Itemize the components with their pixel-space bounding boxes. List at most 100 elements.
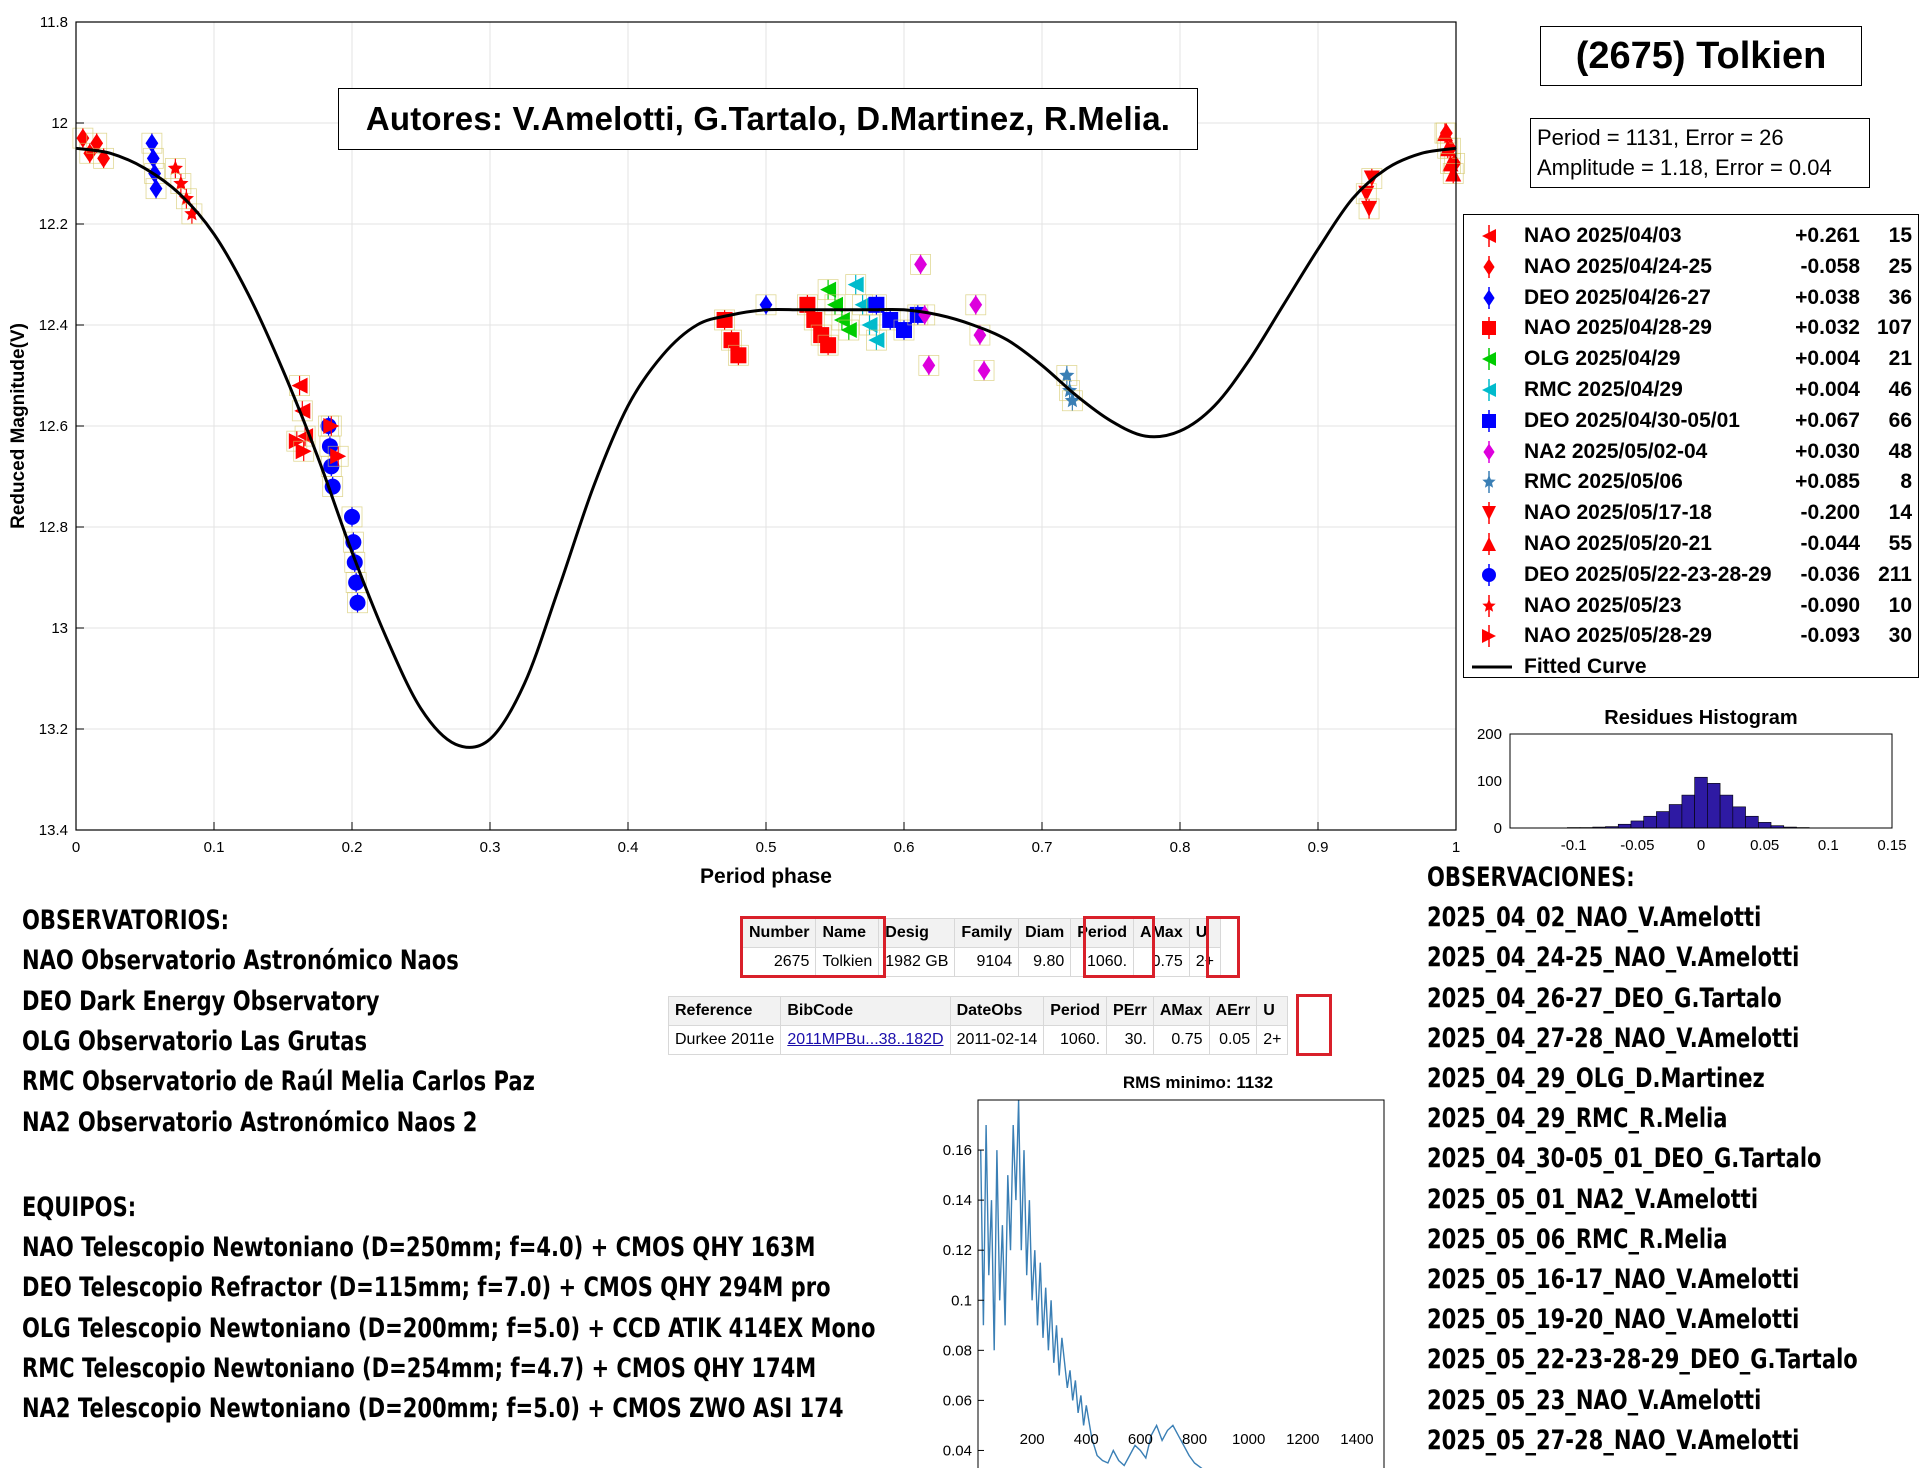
table-cell: Durkee 2011e — [667, 1025, 782, 1055]
histogram-bar — [1630, 820, 1644, 829]
data-point — [1064, 392, 1080, 408]
table-header-cell: DateObs — [949, 996, 1045, 1026]
observaciones-heading: OBSERVACIONES: — [1427, 862, 1635, 893]
table-cell: 2011MPBu...38..182D — [780, 1025, 951, 1055]
circle-icon — [1482, 563, 1496, 586]
table-cell: 0.75 — [1152, 1025, 1210, 1055]
x-tick-label: 0.9 — [1308, 839, 1329, 856]
observacion-item: 2025_05_22-23-28-29_DEO_G.Tartalo — [1427, 1344, 1858, 1376]
hist-y-tick-label: 0 — [1494, 820, 1502, 837]
rms-y-tick-label: 0.14 — [943, 1192, 972, 1209]
model-marker — [728, 344, 749, 366]
highlight-period — [1083, 916, 1155, 978]
data-point — [295, 443, 312, 460]
legend-marker — [1482, 229, 1496, 243]
table-header-cell: Desig — [878, 918, 956, 948]
model-marker — [817, 279, 839, 301]
star-icon — [1482, 471, 1496, 494]
hist-y-tick-label: 100 — [1477, 773, 1502, 790]
model-marker — [164, 158, 186, 179]
x-tick-label: 0.2 — [342, 839, 363, 856]
bibcode-link[interactable]: 2011MPBu...38..182D — [787, 1031, 944, 1048]
highlight-u — [1206, 916, 1240, 978]
data-point — [759, 295, 773, 315]
highlight-number-name — [740, 916, 886, 978]
equipo-item: NAO Telescopio Newtoniano (D=250mm; f=4.… — [22, 1232, 816, 1264]
table-header-cell: U — [1188, 918, 1221, 948]
observacion-item: 2025_04_02_NAO_V.Amelotti — [1427, 902, 1762, 934]
data-point — [146, 148, 160, 168]
line-icon — [1472, 665, 1512, 669]
data-point — [730, 347, 747, 364]
model-marker — [918, 354, 940, 376]
legend-marker — [1482, 321, 1496, 336]
rms-x-tick-label: 600 — [1128, 1431, 1153, 1448]
legend-label: NAO 2025/05/28-29 — [1524, 624, 1712, 648]
model-marker — [145, 178, 167, 200]
hist-y-tick-label: 200 — [1477, 726, 1502, 743]
rms-y-tick-label: 0.08 — [943, 1342, 972, 1359]
legend-offset: +0.032 — [1795, 316, 1860, 340]
rms-y-tick-label: 0.06 — [943, 1392, 972, 1409]
legend-item: NA2 2025/05/02-04 +0.030 48 — [1464, 437, 1918, 467]
data-point — [330, 448, 347, 465]
legend-label: NAO 2025/04/28-29 — [1524, 316, 1712, 340]
legend-marker — [1482, 383, 1496, 397]
legend-item: NAO 2025/05/17-18 -0.200 14 — [1464, 498, 1918, 528]
triangle-down-icon — [1482, 502, 1496, 525]
model-marker — [824, 294, 846, 316]
rms-y-tick-label: 0.12 — [943, 1242, 972, 1259]
histogram-bar — [1757, 822, 1772, 829]
data-point — [1361, 200, 1378, 217]
triangle-left-icon — [1482, 225, 1496, 247]
table-header-cell: U — [1256, 996, 1289, 1026]
observacion-item: 2025_05_23_NAO_V.Amelotti — [1427, 1384, 1762, 1416]
data-point — [173, 175, 189, 191]
observatorio-item: NAO Observatorio Astronómico Naos — [22, 945, 459, 977]
table-header-cell: BibCode — [780, 996, 951, 1026]
histogram-bar — [1681, 794, 1695, 829]
table-header-cell: PErr — [1106, 996, 1154, 1026]
model-marker — [755, 294, 777, 316]
data-point — [977, 360, 991, 381]
model-marker — [320, 415, 342, 437]
legend-count: 55 — [1888, 532, 1912, 555]
square-icon — [1482, 317, 1496, 340]
y-tick-label: 13.4 — [39, 822, 68, 839]
triangle-left-icon — [1482, 379, 1496, 401]
data-point — [861, 317, 878, 333]
legend-count: 48 — [1888, 439, 1912, 463]
data-point — [918, 305, 932, 325]
diamond-icon — [1483, 255, 1495, 278]
histogram-bar — [1656, 811, 1670, 829]
data-point — [840, 322, 857, 339]
histogram-bar — [1643, 815, 1657, 829]
legend-marker — [1482, 567, 1496, 582]
data-point — [97, 148, 110, 168]
histogram-bar — [1617, 823, 1632, 829]
equipos-heading: EQUIPOS: — [22, 1191, 137, 1223]
histogram-bar — [1707, 783, 1721, 829]
model-marker — [893, 319, 915, 341]
observacion-item: 2025_05_16-17_NAO_V.Amelotti — [1427, 1264, 1800, 1295]
equipo-item: DEO Telescopio Refractor (D=115mm; f=7.0… — [22, 1272, 831, 1304]
model-marker — [838, 319, 860, 341]
hist-x-tick-label: 0.15 — [1877, 837, 1906, 854]
legend-label: OLG 2025/04/29 — [1524, 347, 1681, 371]
equipo-item: NA2 Telescopio Newtoniano (D=200mm; f=5.… — [22, 1393, 844, 1425]
lcdb-table: Number Name Desig Family Diam Period AMax U 267… — [741, 918, 1221, 977]
legend-label: DEO 2025/05/22-23-28-29 — [1524, 562, 1772, 586]
model-marker — [181, 203, 203, 225]
square-icon — [1482, 409, 1496, 432]
observacion-item: 2025_04_27-28_NAO_V.Amelotti — [1427, 1022, 1800, 1054]
diamond-icon — [1483, 440, 1495, 463]
observatorios-heading: OBSERVATORIOS: — [22, 905, 230, 936]
x-tick-label: 1 — [1452, 839, 1460, 856]
table-cell: Tolkien — [815, 947, 880, 977]
legend-marker — [1482, 475, 1496, 489]
rms-x-tick-label: 1200 — [1286, 1431, 1319, 1448]
legend-count: 36 — [1888, 285, 1912, 309]
model-marker — [973, 360, 995, 381]
chart-legend: NAO 2025/04/03 +0.261 15 NAO 2025/04/24-25 -… — [1463, 214, 1919, 678]
model-marker — [1361, 168, 1383, 189]
